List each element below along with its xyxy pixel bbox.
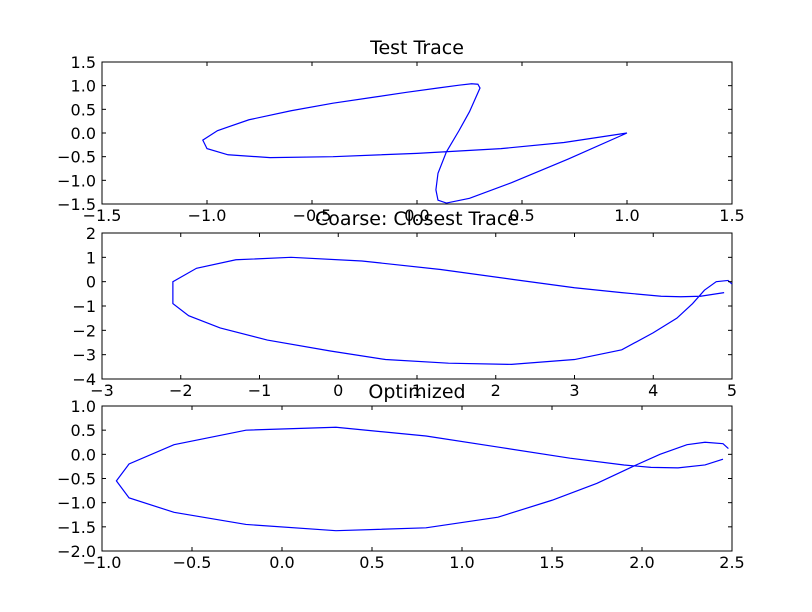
y-tick-label: 1 — [86, 248, 96, 267]
x-tick-label: 1.5 — [719, 206, 744, 225]
x-tick-label: −1 — [248, 381, 272, 400]
x-tick-label: 1.5 — [539, 553, 564, 572]
y-tick-label: 0.0 — [71, 124, 96, 143]
y-tick-label: 1.0 — [71, 397, 96, 416]
subplot-3: −1.0 −0.5 0.0 0.5 1.0 1.5 2.0 2.5 −2.0 −1.5 −1.0 −0… — [57, 381, 745, 572]
y-tick-label: −3 — [72, 346, 96, 365]
trace-line — [172, 256, 733, 366]
y-tick-label: −2.0 — [57, 542, 96, 561]
y-tick-label: 0 — [86, 273, 96, 292]
y-tick-label: 0.5 — [71, 100, 96, 119]
x-tick-label: −0.5 — [293, 206, 332, 225]
subplot-1: −1.5 −1.0 −0.5 0.0 0.5 1.0 1.5 −1.5 −1.0 −0.5 0.0 0… — [57, 37, 745, 225]
plot-frame — [101, 232, 733, 380]
x-tick-label: 0.0 — [269, 553, 294, 572]
y-tick-label: 1.5 — [71, 53, 96, 72]
trace-line — [202, 83, 628, 204]
y-tick-label: −1.0 — [57, 171, 96, 190]
y-tick-label: 0.0 — [71, 445, 96, 464]
x-tick-label: 0 — [333, 381, 343, 400]
x-tick-label: 5 — [727, 381, 737, 400]
y-tick-label: −1 — [72, 297, 96, 316]
x-tick-label: −1.0 — [83, 553, 122, 572]
y-tick-label: −0.5 — [57, 470, 96, 489]
y-tick-label: −4 — [72, 370, 96, 389]
x-tick-label: −0.5 — [173, 553, 212, 572]
y-tick-label: −0.5 — [57, 148, 96, 167]
y-tick-label: −1.5 — [57, 518, 96, 537]
x-tick-label: 0.5 — [359, 553, 384, 572]
subplot-title: Coarse: Closest Trace — [315, 208, 519, 230]
y-tick-label: −1.0 — [57, 494, 96, 513]
x-tick-label: 3 — [569, 381, 579, 400]
x-tick-label: 1.0 — [449, 553, 474, 572]
x-tick-label: −1.0 — [188, 206, 227, 225]
x-tick-label: 4 — [648, 381, 658, 400]
x-tick-label: −2 — [169, 381, 193, 400]
x-tick-label: 2.0 — [629, 553, 654, 572]
x-tick-label: 0.5 — [509, 206, 534, 225]
subplot-title: Test Trace — [369, 37, 464, 59]
y-tick-label: −2 — [72, 321, 96, 340]
x-tick-label: −3 — [90, 381, 114, 400]
plot-frame — [101, 405, 733, 552]
subplots: −1.5 −1.0 −0.5 0.0 0.5 1.0 1.5 −1.5 −1.0 −0.5 0.0 0… — [57, 37, 745, 572]
y-tick-label: −1.5 — [57, 195, 96, 214]
x-tick-label: 2.5 — [719, 553, 744, 572]
y-tick-label: 0.5 — [71, 421, 96, 440]
x-tick-label: 0.0 — [404, 206, 429, 225]
subplot-title: Optimized — [368, 381, 465, 403]
y-tick-label: 1.0 — [71, 77, 96, 96]
trace-line — [115, 426, 729, 532]
y-tick-label: 2 — [86, 224, 96, 243]
x-tick-label: 1 — [412, 381, 422, 400]
x-tick-label: 2 — [491, 381, 501, 400]
x-tick-label: 1.0 — [614, 206, 639, 225]
x-tick-label: −1.5 — [83, 206, 122, 225]
plot-frame — [101, 61, 733, 205]
